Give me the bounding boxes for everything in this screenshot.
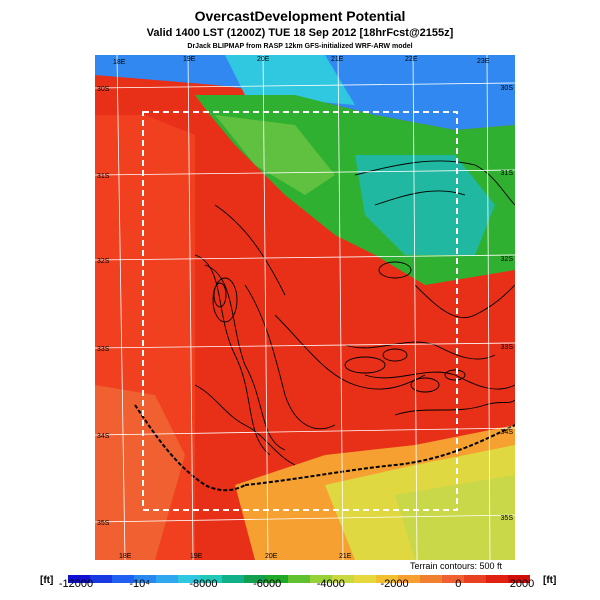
lon-label: 22E <box>405 56 418 63</box>
colorbar-tick-label: -8000 <box>189 578 218 590</box>
colorbar-tick-labels: -12000 -10⁴ -8000 -6000 -4000 -2000 0 2000 <box>59 578 534 594</box>
colorbar-tick-label: -6000 <box>253 578 282 590</box>
lat-label: 30S <box>501 85 514 92</box>
colorbar-tick-label: -12000 <box>58 578 94 590</box>
colorbar-swatch <box>464 575 487 583</box>
colorbar-swatch <box>68 575 91 583</box>
colorbar-swatch <box>332 575 355 583</box>
colorbar-swatch <box>288 575 311 583</box>
lon-label: 18E <box>119 553 132 560</box>
lon-labels-bottom: 18E 19E 20E 21E <box>119 553 352 560</box>
lon-label: 19E <box>183 56 196 63</box>
lat-label: 31S <box>501 170 514 177</box>
region-light-green <box>215 115 335 195</box>
lat-label: 34S <box>501 429 514 436</box>
colorbar-swatch <box>442 575 465 583</box>
colorbar-swatch <box>178 575 201 583</box>
model-credit: DrJack BLIPMAP from RASP 12km GFS-initia… <box>187 43 413 50</box>
lat-label: 35S <box>97 520 110 527</box>
chart-title: OvercastDevelopment Potential <box>194 8 406 24</box>
lon-label: 20E <box>265 553 278 560</box>
colorbar-swatch <box>420 575 443 583</box>
colorbar-unit-left: [ft] <box>40 575 54 586</box>
lon-label: 21E <box>331 56 344 63</box>
lat-label: 30S <box>97 86 110 93</box>
colorbar-swatch <box>156 575 179 583</box>
colorbar-swatch <box>354 575 377 583</box>
colorbar <box>68 570 531 583</box>
colorbar-tick-label: -2000 <box>380 578 409 590</box>
lat-label: 32S <box>97 258 110 265</box>
lat-label: 33S <box>501 344 514 351</box>
colorbar-swatch <box>200 575 223 583</box>
graticule <box>95 55 515 560</box>
colorbar-tick-label: 2000 <box>509 578 535 590</box>
lon-label: 23E <box>477 58 490 65</box>
lat-label: 33S <box>97 346 110 353</box>
lat-labels-right: 30S 31S 32S 33S 34S 35S <box>501 85 514 522</box>
terrain-contours-note: Terrain contours: 500 ft <box>409 561 502 571</box>
lon-label: 20E <box>257 56 270 63</box>
colorbar-swatch <box>376 575 399 583</box>
colorbar-swatch <box>112 575 135 583</box>
inner-domain-box <box>142 111 458 511</box>
colorbar-tick-label: 0 <box>455 578 462 590</box>
lon-labels-top: 18E 19E 20E 21E 22E 23E <box>113 56 490 66</box>
colorbar-unit-right: [ft] <box>543 575 557 586</box>
chart-subtitle: Valid 1400 LST (1200Z) TUE 18 Sep 2012 [… <box>146 27 454 39</box>
lat-label: 32S <box>501 256 514 263</box>
terrain-contours <box>194 160 515 466</box>
colorbar-swatch <box>310 575 333 583</box>
colorbar-swatch <box>90 575 113 583</box>
forecast-map[interactable]: 18E 19E 20E 21E 22E 23E 30S 31S 32S 33S … <box>95 55 515 560</box>
lon-label: 19E <box>190 553 203 560</box>
colorbar-tick-label: -10⁴ <box>129 578 151 590</box>
lon-label: 21E <box>339 553 352 560</box>
colorbar-gradient <box>68 575 531 583</box>
colorbar-swatch <box>486 575 509 583</box>
colorbar-swatch <box>134 575 157 583</box>
colorbar-swatch <box>266 575 289 583</box>
colorbar-tick-label: -4000 <box>316 578 345 590</box>
colorbar-swatch <box>398 575 421 583</box>
lat-labels-left: 30S 31S 32S 33S 34S 35S <box>97 86 110 527</box>
map-canvas: 18E 19E 20E 21E 22E 23E 30S 31S 32S 33S … <box>95 55 515 560</box>
lat-label: 34S <box>97 433 110 440</box>
colorbar-swatch <box>222 575 245 583</box>
region-teal <box>355 155 495 255</box>
lat-label: 35S <box>501 515 514 522</box>
region-yellow-green <box>395 475 515 560</box>
coastline <box>134 404 515 492</box>
region-cyan <box>225 55 355 105</box>
region-orange-red <box>95 385 185 560</box>
colorbar-swatch <box>244 575 267 583</box>
lat-label: 31S <box>97 173 110 180</box>
lon-label: 18E <box>113 59 126 66</box>
colorbar-swatch <box>508 575 531 583</box>
